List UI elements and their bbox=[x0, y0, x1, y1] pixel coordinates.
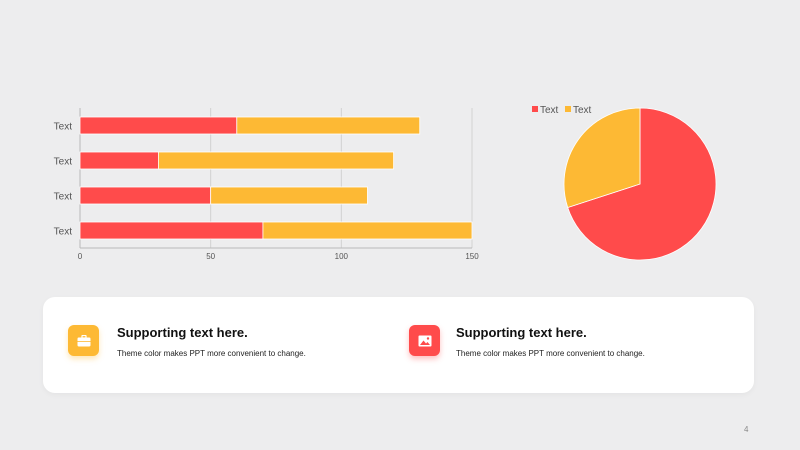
bar-segment bbox=[236, 116, 421, 135]
feature-item: Supporting text here. Theme color makes … bbox=[68, 297, 388, 393]
pie-slice bbox=[567, 107, 717, 261]
bar-segment bbox=[79, 221, 264, 240]
y-tick-label: Text bbox=[54, 227, 73, 238]
legend-swatch bbox=[532, 106, 538, 112]
image-icon bbox=[418, 335, 431, 346]
x-tick-label: 150 bbox=[465, 252, 479, 261]
pie-slice bbox=[563, 107, 641, 208]
y-tick-label: Text bbox=[54, 122, 73, 133]
briefcase-icon bbox=[77, 334, 90, 346]
feature-item: Supporting text here. Theme color makes … bbox=[409, 297, 729, 393]
page-number: 4 bbox=[744, 425, 749, 434]
x-tick-label: 50 bbox=[206, 252, 215, 261]
legend-swatch bbox=[565, 106, 571, 112]
bar-segment bbox=[157, 151, 394, 170]
x-tick-label: 100 bbox=[335, 252, 349, 261]
feature-title: Supporting text here. bbox=[117, 325, 248, 340]
y-tick-label: Text bbox=[54, 157, 73, 168]
y-tick-label: Text bbox=[54, 192, 73, 203]
bar-segment bbox=[79, 186, 212, 205]
feature-icon-tile bbox=[409, 325, 440, 356]
bar-segment bbox=[79, 151, 159, 170]
feature-title: Supporting text here. bbox=[456, 325, 587, 340]
bar-segment bbox=[210, 186, 368, 205]
pie-chart: Text Text bbox=[532, 105, 717, 261]
feature-description: Theme color makes PPT more convenient to… bbox=[117, 349, 306, 358]
x-tick-label: 0 bbox=[78, 252, 83, 261]
legend-label: Text bbox=[540, 105, 559, 116]
legend-label: Text bbox=[573, 105, 592, 116]
bar-segment bbox=[262, 221, 473, 240]
features-card: Supporting text here. Theme color makes … bbox=[43, 297, 754, 393]
feature-icon-tile bbox=[68, 325, 99, 356]
bar-segment bbox=[79, 116, 238, 135]
feature-description: Theme color makes PPT more convenient to… bbox=[456, 349, 645, 358]
bar-chart: Text Text Text Text 0 50 100 150 bbox=[54, 108, 479, 261]
